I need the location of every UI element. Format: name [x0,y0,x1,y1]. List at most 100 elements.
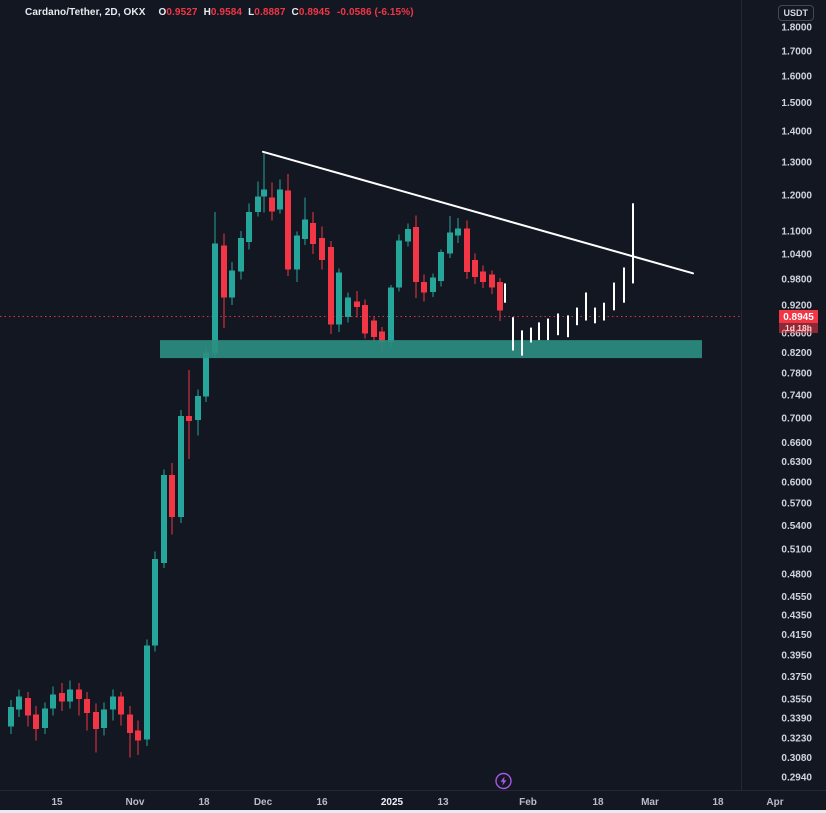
candle [59,682,65,711]
price-tick-label: 0.2940 [781,773,812,784]
price-tick-label: 0.3230 [781,734,812,745]
candle [84,692,90,731]
currency-axis-toggle[interactable]: USDT [777,5,814,21]
candle [161,469,167,569]
price-tick-label: 0.5100 [781,545,812,556]
price-tick-label: 0.3550 [781,694,812,705]
candle [16,689,22,717]
price-tick-label: 0.7400 [781,391,812,402]
time-tick-label: Nov [126,797,145,808]
price-tick-label: 0.3390 [781,714,812,725]
time-tick-label: Apr [766,797,783,808]
candle [336,268,342,332]
event-lightning-icon[interactable] [495,772,512,790]
price-tick-label: 0.6300 [781,457,812,468]
time-tick-label: Mar [641,797,659,808]
support-zone[interactable] [160,340,702,359]
price-tick-label: 1.5000 [781,98,812,109]
price-tick-label: 0.5700 [781,499,812,510]
price-tick-label: 0.9800 [781,274,812,285]
price-tick-label: 1.3000 [781,157,812,168]
candle [229,262,235,305]
price-tick-label: 1.8000 [781,23,812,34]
price-tick-label: 1.4000 [781,127,812,138]
time-tick-label: 16 [316,797,328,808]
price-tick-label: 1.7000 [781,46,812,57]
price-tick-label: 0.3950 [781,650,812,661]
price-tick-label: 0.3080 [781,753,812,764]
last-price-value: 0.8945 [783,312,814,323]
candle [277,179,283,214]
candle [455,218,461,244]
candle [255,181,261,217]
price-tick-label: 0.8600 [781,328,812,339]
ohlc-high-value: 0.9584 [210,7,243,18]
time-tick-label: 18 [592,797,604,808]
candle [246,203,252,250]
price-tick-label: 1.1000 [781,227,812,238]
candle [438,249,444,287]
candle [447,216,453,259]
candle [396,234,402,292]
candle [110,689,116,721]
candle [101,702,107,736]
countdown-value: 1d 18h [785,323,812,333]
time-tick-label: 2025 [381,797,404,808]
candle [212,211,218,359]
candle [76,682,82,716]
candle [127,706,133,758]
candle [310,211,316,254]
candle [480,265,486,289]
time-tick-label: 13 [437,797,449,808]
time-tick-label: 18 [712,797,724,808]
ohlc-low-value: 0.8887 [254,7,286,18]
lightning-bolt-glyph [500,776,507,786]
candle [362,299,368,339]
price-tick-label: 1.2000 [781,191,812,202]
candle [8,700,14,735]
candle [285,174,291,277]
ohlc-low-label: L [248,7,255,18]
price-tick-label: 0.8200 [781,348,812,359]
ohlc-high-label: H [203,7,211,18]
candle [464,220,470,279]
price-tick-label: 0.4550 [781,592,812,603]
candle [42,702,48,735]
price-tick-label: 0.4800 [781,570,812,581]
candle [135,720,141,755]
price-tick-label: 0.7000 [781,414,812,425]
candle [354,290,360,318]
trendline[interactable] [262,150,694,275]
candles-layer [8,153,503,758]
symbol-title[interactable]: Cardano/Tether, 2D, OKX [25,7,146,18]
candle [93,703,99,753]
change-value: -0.0586 (-6.15%) [337,7,414,18]
chart-legend: Cardano/Tether, 2D, OKX O0.9527 H0.9584 L0.… [25,7,414,18]
candle [345,292,351,323]
ohlc-open-label: O [158,7,167,18]
candle [413,215,419,299]
candle [33,706,39,741]
price-tick-label: 1.6000 [781,71,812,82]
time-tick-label: 18 [198,797,210,808]
candle [25,692,31,727]
candle [472,253,478,284]
price-tick-label: 1.0400 [781,250,812,261]
projection-bars-layer[interactable] [504,203,634,356]
candle [371,316,377,342]
price-axis[interactable]: 1.8000 1.7000 1.6000 1.5000 1.4000 1.3000 1.20… [781,23,812,784]
price-tick-label: 0.4150 [781,630,812,641]
candle [497,277,503,321]
price-tick-label: 0.9200 [781,300,812,311]
price-tick-label: 0.3750 [781,672,812,683]
price-tick-label: 0.6000 [781,477,812,488]
candle [178,409,184,524]
candle [269,182,275,221]
ohlc-close-label: C [291,7,299,18]
price-tick-label: 0.5400 [781,521,812,532]
time-axis[interactable]: 15 Nov 18 Dec 16 2025 13 Feb 18 Mar 18 Apr [51,797,783,808]
time-tick-label: 15 [51,797,63,808]
candle [261,153,267,213]
